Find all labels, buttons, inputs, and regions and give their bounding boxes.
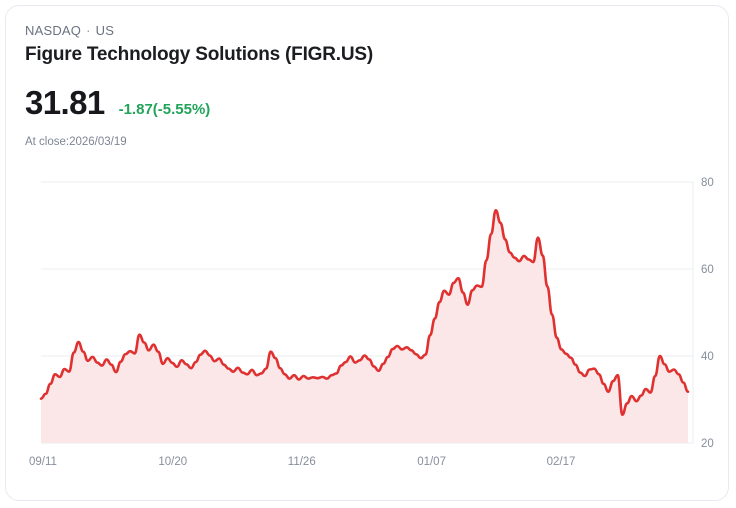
exchange-name: NASDAQ — [25, 23, 82, 38]
region-label: US — [95, 23, 115, 38]
chart-area-fill — [41, 210, 688, 443]
chart-line — [39, 208, 690, 417]
x-axis-tick-label: 01/07 — [417, 456, 446, 468]
x-axis-tick-label: 10/20 — [158, 456, 187, 468]
exchange-line: NASDAQ · US — [25, 23, 712, 39]
x-axis-tick-label: 09/11 — [29, 456, 57, 468]
x-axis-tick-label: 02/17 — [547, 456, 576, 468]
y-axis-tick-label: 80 — [701, 177, 714, 189]
stock-quote-card: NASDAQ · US Figure Technology Solutions (F… — [5, 5, 729, 501]
price-change: -1.87(-5.55%) — [118, 101, 211, 118]
y-axis-tick-label: 40 — [701, 351, 714, 363]
price-chart[interactable]: 80 60 40 20 09/11 10/20 11/26 01/07 02/17 — [6, 166, 729, 486]
market-status: At close:2026/03/19 — [25, 136, 127, 148]
x-axis-tick-label: 11/26 — [288, 456, 316, 468]
exchange-separator: · — [86, 23, 91, 38]
page-title: Figure Technology Solutions (FIGR.US) — [25, 44, 373, 65]
last-price: 31.81 — [25, 84, 105, 121]
y-axis-tick-label: 20 — [701, 438, 714, 450]
y-axis-tick-label: 60 — [701, 264, 714, 276]
price-chart-svg[interactable]: 80 60 40 20 09/11 10/20 11/26 01/07 02/17 — [6, 166, 729, 486]
quote-header: NASDAQ · US Figure Technology Solutions (F… — [25, 23, 712, 150]
y-axis-labels: 80 60 40 20 — [701, 177, 714, 450]
x-axis-labels: 09/11 10/20 11/26 01/07 02/17 — [29, 456, 575, 468]
price-row: 31.81 -1.87(-5.55%) — [25, 84, 712, 122]
